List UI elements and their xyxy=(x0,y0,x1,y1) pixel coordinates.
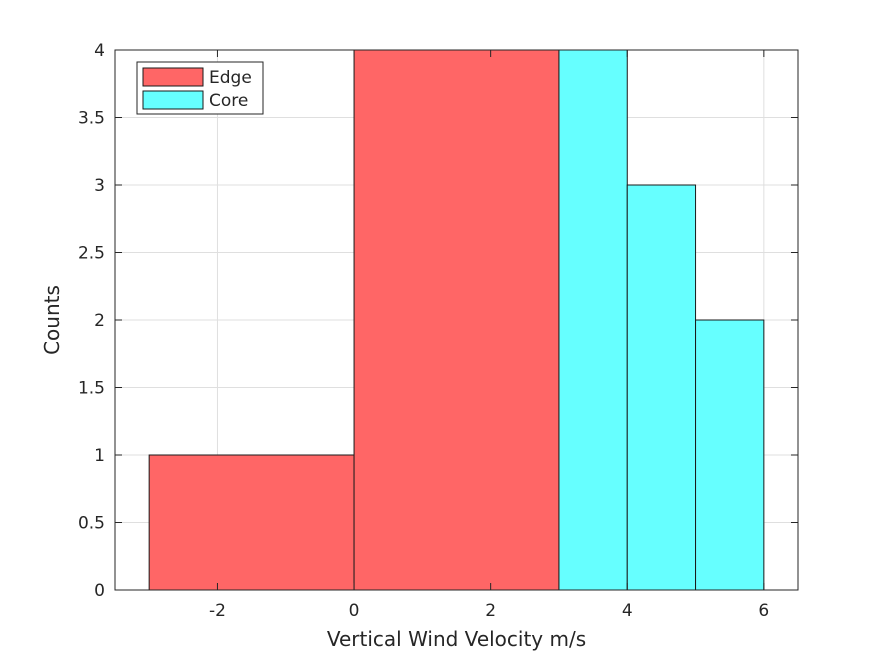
x-tick-label: 0 xyxy=(349,601,360,621)
axis-tick-labels: -2 0 2 4 6 0 0.5 1 1.5 2 2.5 3 3.5 4 xyxy=(78,41,769,621)
bar-edge xyxy=(148,454,355,591)
y-tick-label: 1 xyxy=(94,446,105,466)
y-axis-title: Counts xyxy=(40,285,64,355)
legend-swatch-core xyxy=(142,90,204,110)
legend: Edge Core xyxy=(136,61,264,115)
y-tick-label: 1.5 xyxy=(78,379,105,399)
bar-core xyxy=(626,184,697,591)
y-tick-label: 3.5 xyxy=(78,109,105,129)
x-tick-label: 2 xyxy=(485,601,496,621)
y-tick-label: 2 xyxy=(94,311,105,331)
x-axis-title: Vertical Wind Velocity m/s xyxy=(327,627,586,651)
y-tick-label: 0.5 xyxy=(78,514,105,534)
legend-label-edge: Edge xyxy=(209,68,252,88)
histogram-bars xyxy=(148,49,765,591)
bar-core xyxy=(695,319,765,591)
y-tick-label: 2.5 xyxy=(78,244,105,264)
y-tick-label: 3 xyxy=(94,176,105,196)
legend-label-core: Core xyxy=(209,91,248,111)
x-tick-label: 4 xyxy=(622,601,633,621)
x-tick-label: 6 xyxy=(758,601,769,621)
y-tick-label: 0 xyxy=(94,581,105,601)
y-tick-label: 4 xyxy=(94,41,105,61)
bar-edge xyxy=(353,49,560,591)
bar-core xyxy=(558,49,628,591)
x-tick-label: -2 xyxy=(209,601,226,621)
axis-ticks xyxy=(115,49,798,591)
legend-swatch-edge xyxy=(142,67,204,87)
